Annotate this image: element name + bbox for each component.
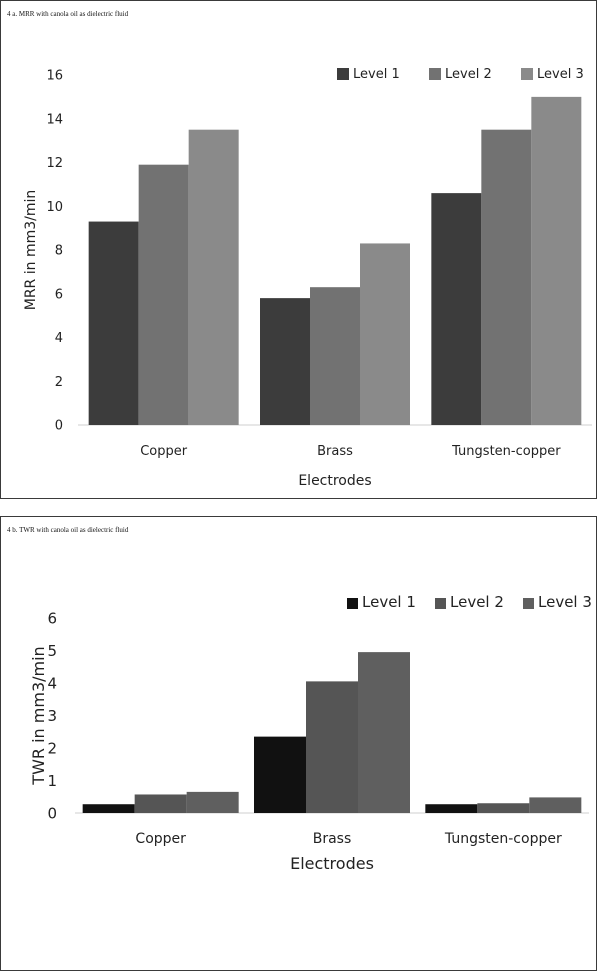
bar-level-1-copper bbox=[88, 221, 139, 425]
legend-label: Level 3 bbox=[537, 67, 584, 82]
bar-level-2-tungsten-copper bbox=[481, 129, 532, 425]
legend-swatch bbox=[435, 598, 446, 609]
bar-level-3-brass bbox=[360, 243, 410, 425]
x-tick-label: Tungsten-copper bbox=[451, 444, 561, 459]
legend-label: Level 1 bbox=[353, 67, 400, 82]
y-tick-label: 14 bbox=[46, 112, 63, 127]
x-axis-title: Electrodes bbox=[290, 854, 374, 873]
x-tick-label: Copper bbox=[140, 444, 188, 459]
bar-level-3-brass bbox=[358, 652, 410, 813]
legend-swatch bbox=[521, 68, 533, 80]
x-tick-label: Tungsten-copper bbox=[444, 831, 562, 847]
y-tick-label: 6 bbox=[47, 609, 57, 627]
x-axis-title: Electrodes bbox=[298, 473, 371, 489]
y-tick-label: 4 bbox=[55, 331, 63, 346]
bar-level-1-brass bbox=[254, 736, 306, 813]
legend-label: Level 1 bbox=[362, 593, 416, 611]
y-tick-label: 3 bbox=[47, 707, 57, 725]
bar-level-1-tungsten-copper bbox=[431, 193, 482, 425]
chart-svg-twr: 0 1 2 3 4 5 6 Copper Brass Tungsten-copper Electro… bbox=[29, 593, 592, 873]
y-tick-label: 0 bbox=[47, 804, 57, 822]
y-tick-label: 0 bbox=[55, 419, 63, 434]
bar-level-1-brass bbox=[260, 298, 310, 425]
bar-level-1-tungsten-copper bbox=[425, 804, 478, 813]
y-tick-label: 1 bbox=[47, 772, 57, 790]
chart-panel-twr: 4 b. TWR with canola oil as dielectric f… bbox=[0, 516, 597, 971]
y-tick-label: 10 bbox=[46, 200, 63, 215]
chart-svg-mrr: 0 2 4 6 8 10 12 14 16 Copper Brass Tungsten-copper E… bbox=[23, 67, 592, 489]
legend-swatch bbox=[523, 598, 534, 609]
legend-label: Level 2 bbox=[450, 593, 504, 611]
legend-swatch bbox=[347, 598, 358, 609]
y-axis-title: MRR in mm3/min bbox=[23, 190, 39, 311]
x-tick-label: Brass bbox=[317, 444, 353, 459]
chart-panel-mrr: 4 a. MRR with canola oil as dielectric f… bbox=[0, 0, 597, 499]
bar-level-3-copper bbox=[188, 129, 239, 425]
y-tick-label: 12 bbox=[46, 156, 63, 171]
y-tick-label: 6 bbox=[55, 287, 63, 302]
x-tick-label: Brass bbox=[313, 831, 352, 847]
bar-level-2-copper bbox=[134, 794, 187, 813]
bar-level-3-tungsten-copper bbox=[531, 96, 582, 425]
bar-level-2-brass bbox=[310, 287, 360, 425]
chart-title: 4 b. TWR with canola oil as dielectric f… bbox=[7, 526, 129, 534]
y-tick-label: 2 bbox=[47, 739, 57, 757]
y-tick-label: 2 bbox=[55, 375, 63, 390]
y-axis-title: TWR in mm3/min bbox=[29, 646, 48, 785]
bar-level-2-copper bbox=[138, 164, 189, 425]
x-tick-label: Copper bbox=[135, 831, 186, 847]
y-tick-label: 5 bbox=[47, 642, 57, 660]
y-tick-label: 8 bbox=[55, 244, 63, 259]
bar-level-3-copper bbox=[186, 791, 239, 813]
bar-level-1-copper bbox=[82, 804, 135, 813]
legend-label: Level 2 bbox=[445, 67, 492, 82]
legend-label: Level 3 bbox=[538, 593, 592, 611]
legend-swatch bbox=[337, 68, 349, 80]
bar-level-2-tungsten-copper bbox=[477, 803, 530, 813]
chart-title: 4 a. MRR with canola oil as dielectric f… bbox=[7, 10, 129, 18]
bar-level-2-brass bbox=[306, 681, 358, 813]
bar-level-3-tungsten-copper bbox=[529, 797, 582, 813]
y-tick-label: 16 bbox=[46, 69, 63, 84]
y-tick-label: 4 bbox=[47, 674, 57, 692]
legend-swatch bbox=[429, 68, 441, 80]
